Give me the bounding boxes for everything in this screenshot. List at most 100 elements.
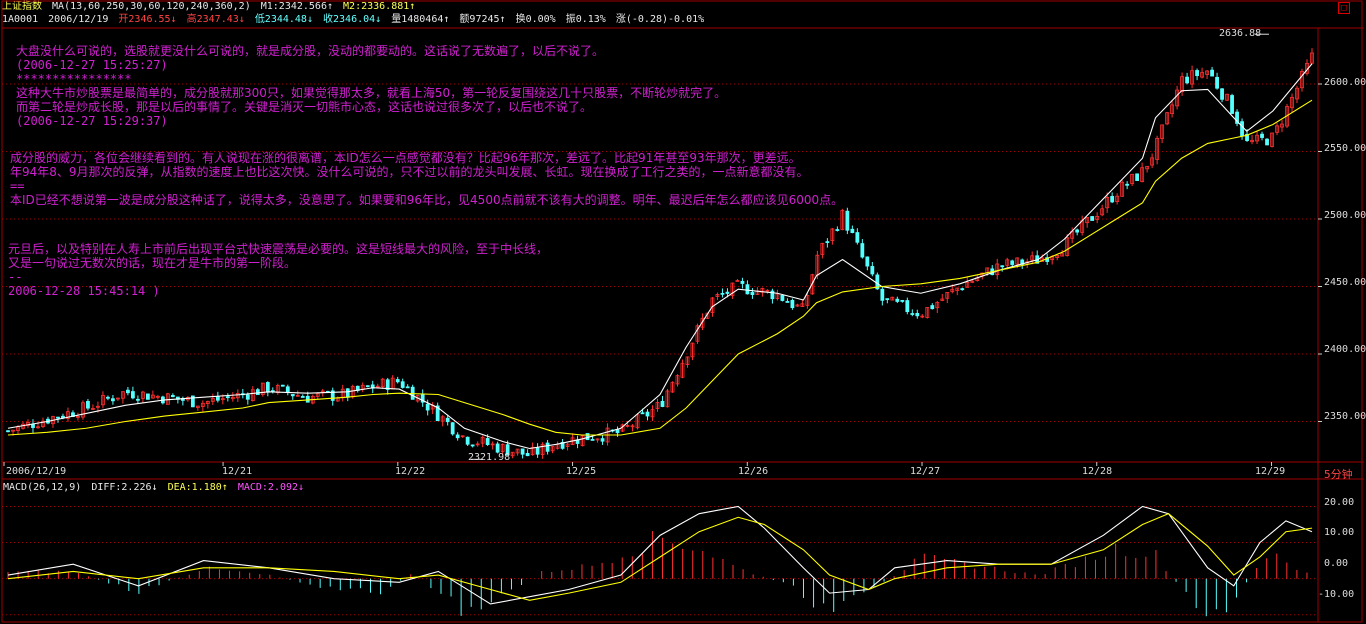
- candle-body: [41, 420, 45, 427]
- candle-body: [790, 300, 795, 309]
- candle-body: [885, 298, 890, 301]
- x-date-label: 12/22: [395, 466, 426, 477]
- candle-body: [1295, 87, 1299, 100]
- candle-body: [1250, 139, 1254, 143]
- candle-body: [775, 293, 780, 300]
- candle-body: [965, 282, 970, 288]
- min-price-label: 2321.98: [468, 452, 511, 463]
- candle-body: [1195, 70, 1199, 77]
- candle-body: [935, 302, 940, 309]
- candle-body: [315, 392, 320, 397]
- annotation-line: 这种大牛市炒股票是最简单的，成分股就那300只，如果觉得那太多，就看上海50，第…: [16, 86, 727, 100]
- candle-body: [245, 394, 250, 400]
- ma2-value: M2:2336.881↑: [343, 1, 416, 12]
- candle-body: [150, 394, 155, 399]
- y-tick-label: 2500.00: [1324, 210, 1366, 221]
- candle-body: [1310, 52, 1314, 64]
- candle-body: [1145, 165, 1150, 170]
- candle-body: [1125, 183, 1130, 186]
- candle-body: [136, 398, 140, 401]
- close-icon[interactable]: □: [1338, 2, 1350, 14]
- close-price: 收2346.04↓: [323, 14, 382, 25]
- candle-body: [91, 408, 95, 410]
- candle-body: [106, 396, 110, 399]
- candle-body: [690, 342, 695, 358]
- annotation-line: 2006-12-28 15:45:14 ): [8, 284, 160, 298]
- turnover-value: 换0.00%: [515, 14, 556, 25]
- candle-body: [660, 400, 665, 407]
- candle-body: [540, 443, 545, 455]
- candle-body: [1075, 229, 1080, 233]
- open-price: 开2346.55↓: [118, 14, 177, 25]
- candle-body: [545, 442, 550, 452]
- candle-body: [455, 434, 460, 439]
- candle-body: [1150, 157, 1155, 166]
- candle-body: [765, 289, 770, 292]
- candle-body: [126, 389, 130, 394]
- candle-body: [1105, 196, 1110, 209]
- y-tick-label: 2450.00: [1324, 277, 1366, 288]
- candle-body: [805, 295, 810, 306]
- candle-body: [505, 444, 510, 456]
- candle-body: [1160, 124, 1165, 139]
- candle-body: [445, 417, 450, 423]
- candle-body: [615, 429, 620, 434]
- candle-body: [685, 356, 690, 366]
- candle-body: [131, 391, 135, 399]
- candle-body: [225, 396, 230, 399]
- annotation-line: --: [8, 270, 23, 284]
- candle-body: [500, 444, 505, 452]
- candle-body: [590, 439, 595, 441]
- period-selector[interactable]: 5分钟: [1324, 468, 1353, 481]
- candle-body: [121, 391, 125, 399]
- candle-body: [111, 398, 115, 402]
- candle-body: [635, 414, 640, 429]
- annotation-line: 成分股的威力，各位会继续看到的。有人说现在涨的很离谱，本ID怎么一点感觉都没有？…: [10, 151, 801, 165]
- x-date-label: 12/27: [910, 466, 941, 477]
- candle-body: [780, 295, 785, 301]
- candle-body: [375, 385, 380, 388]
- candle-body: [800, 303, 805, 308]
- candle-body: [1215, 76, 1219, 89]
- x-date-label: 12/29: [1255, 466, 1286, 477]
- candle-body: [6, 430, 10, 433]
- candle-body: [260, 382, 265, 395]
- ma-params: MA(13,60,250,30,60,120,240,360,2): [52, 1, 251, 12]
- index-name[interactable]: 上证指数: [2, 1, 42, 12]
- candle-body: [475, 443, 480, 446]
- candle-body: [920, 315, 925, 318]
- candle-body: [235, 393, 240, 399]
- candle-body: [1185, 76, 1189, 84]
- candle-body: [66, 411, 70, 419]
- candle-body: [905, 300, 910, 313]
- candle-body: [1205, 70, 1209, 75]
- candle-body: [645, 411, 650, 417]
- x-date-label: 12/26: [738, 466, 769, 477]
- candle-body: [520, 448, 525, 455]
- candle-body: [295, 394, 300, 397]
- y-tick-label: 2550.00: [1324, 143, 1366, 154]
- candle-body: [1175, 89, 1180, 107]
- candle-body: [345, 388, 350, 398]
- candle-body: [465, 436, 470, 445]
- macd-title[interactable]: MACD(26,12,9): [3, 482, 82, 493]
- candle-body: [1135, 173, 1140, 181]
- candle-body: [525, 452, 530, 457]
- candle-body: [910, 313, 915, 315]
- candle-body: [900, 300, 905, 302]
- candle-body: [280, 384, 285, 387]
- candle-body: [695, 325, 700, 342]
- candle-body: [190, 395, 195, 408]
- candle-body: [1085, 217, 1090, 224]
- ma-line-m2: [7, 99, 1313, 436]
- candle-body: [850, 228, 855, 233]
- stock-code: 1A0001: [2, 14, 39, 25]
- candle-body: [950, 288, 955, 292]
- candle-body: [870, 266, 875, 275]
- candle-body: [1120, 181, 1125, 197]
- annotation-line: 而第二轮是炒成长股，那是以后的事情了。关键是消灭一切熊市心态，这话也说过很多次了…: [16, 100, 593, 114]
- candle-body: [215, 396, 220, 401]
- candle-body: [1095, 215, 1100, 220]
- ma1-value: M1:2342.566↑: [260, 1, 333, 12]
- candle-body: [485, 438, 490, 445]
